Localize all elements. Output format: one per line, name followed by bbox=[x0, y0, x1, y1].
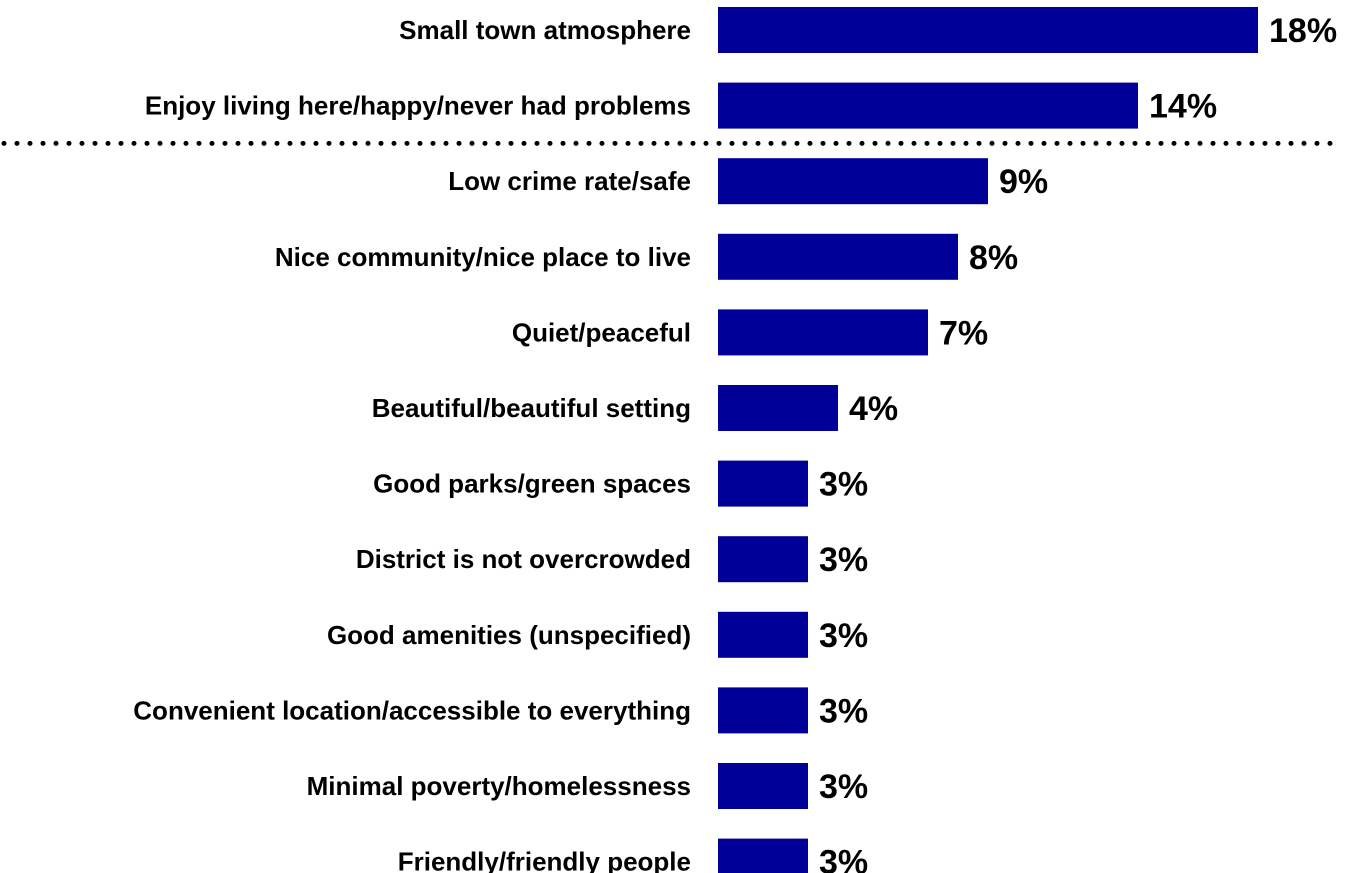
value-label-9: 3% bbox=[819, 617, 868, 655]
bar-10 bbox=[718, 687, 808, 734]
value-label-10: 3% bbox=[819, 692, 868, 730]
category-label-8: District is not overcrowded bbox=[356, 544, 691, 574]
value-label-11: 3% bbox=[819, 768, 868, 806]
category-label-4: Nice community/nice place to live bbox=[275, 242, 691, 272]
category-labels: Small town atmosphere Enjoy living here/h… bbox=[133, 15, 691, 873]
category-label-6: Beautiful/beautiful setting bbox=[372, 393, 691, 423]
value-label-6: 4% bbox=[849, 390, 898, 428]
category-label-1: Small town atmosphere bbox=[399, 15, 691, 45]
value-label-3: 9% bbox=[999, 163, 1048, 201]
bar-3 bbox=[718, 158, 988, 205]
bar-6 bbox=[718, 385, 838, 431]
category-label-5: Quiet/peaceful bbox=[512, 317, 691, 347]
category-label-2: Enjoy living here/happy/never had proble… bbox=[145, 91, 691, 121]
value-label-8: 3% bbox=[819, 541, 868, 579]
bar-12 bbox=[718, 838, 808, 873]
bar-2 bbox=[718, 82, 1138, 129]
bar-5 bbox=[718, 309, 928, 356]
category-label-3: Low crime rate/safe bbox=[448, 166, 691, 196]
bar-4 bbox=[718, 233, 958, 280]
category-label-7: Good parks/green spaces bbox=[373, 469, 691, 499]
value-label-7: 3% bbox=[819, 466, 868, 504]
category-label-11: Minimal poverty/homelessness bbox=[307, 771, 691, 801]
value-label-4: 8% bbox=[969, 239, 1018, 277]
value-label-5: 7% bbox=[939, 314, 988, 352]
bars-layer bbox=[718, 7, 1258, 873]
category-label-9: Good amenities (unspecified) bbox=[327, 620, 691, 650]
bar-11 bbox=[718, 763, 808, 809]
bar-1 bbox=[718, 7, 1258, 53]
category-label-10: Convenient location/accessible to everyt… bbox=[133, 695, 691, 725]
value-labels: 18% 14% 9% 8% 7% 4% 3% 3% 3% 3% 3% 3% bbox=[819, 12, 1337, 873]
bar-7 bbox=[718, 460, 808, 507]
category-label-12: Friendly/friendly people bbox=[398, 847, 691, 873]
bar-9 bbox=[718, 611, 808, 658]
value-label-2: 14% bbox=[1149, 88, 1217, 126]
value-label-1: 18% bbox=[1269, 12, 1337, 50]
value-label-12: 3% bbox=[819, 844, 868, 873]
bar-8 bbox=[718, 536, 808, 583]
